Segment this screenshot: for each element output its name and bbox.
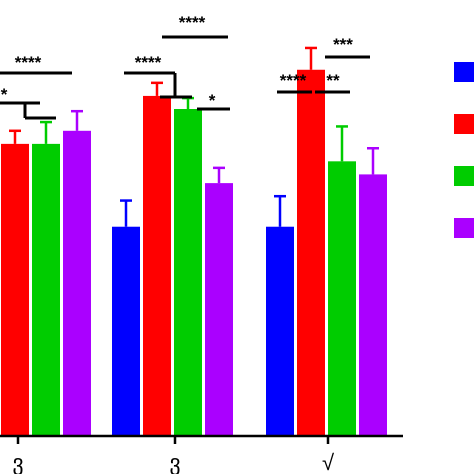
x-ticks-layer: ვ ვ √ bbox=[12, 436, 335, 474]
bar bbox=[328, 161, 356, 436]
legend-swatch bbox=[454, 62, 474, 82]
bar bbox=[174, 109, 202, 436]
legend bbox=[454, 62, 474, 238]
significance-label: *** bbox=[333, 35, 353, 54]
bar bbox=[32, 143, 60, 436]
x-tick-label: ვ bbox=[12, 450, 23, 474]
bar bbox=[143, 95, 171, 437]
bars-layer bbox=[1, 69, 387, 437]
bar bbox=[359, 174, 387, 436]
significance-layer: ********************* ** bbox=[0, 13, 370, 120]
significance-label: **** bbox=[135, 53, 162, 72]
significance-label: * bbox=[1, 85, 8, 104]
legend-swatch bbox=[454, 166, 474, 186]
x-tick-label: √ bbox=[322, 450, 335, 474]
bar bbox=[63, 130, 91, 437]
legend-swatch bbox=[454, 218, 474, 238]
significance-label: **** bbox=[179, 13, 206, 32]
bar bbox=[1, 143, 29, 436]
significance-label: **** bbox=[15, 53, 42, 72]
bar bbox=[112, 226, 140, 436]
significance-label: ** bbox=[326, 71, 340, 90]
bar bbox=[297, 69, 325, 436]
bar bbox=[266, 226, 294, 436]
legend-swatch bbox=[454, 114, 474, 134]
significance-label: * bbox=[209, 91, 216, 110]
x-tick-label: ვ bbox=[169, 450, 180, 474]
significance-label: **** bbox=[280, 71, 307, 90]
bar bbox=[205, 183, 233, 436]
